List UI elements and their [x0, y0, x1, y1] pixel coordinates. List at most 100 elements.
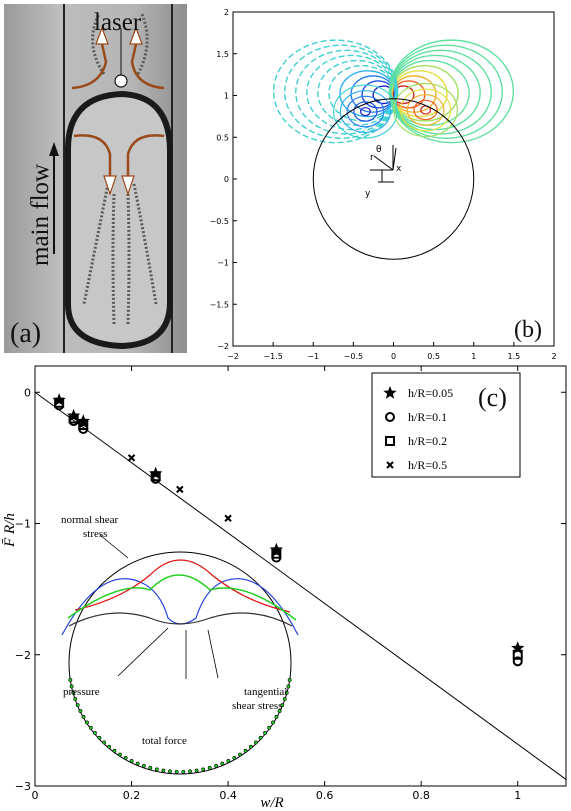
- c-xtick-label: 0.6: [316, 789, 334, 802]
- data-point-square: [512, 649, 523, 660]
- inset-marker: [267, 725, 272, 730]
- inset-marker: [243, 748, 248, 753]
- contour-inner-right: [399, 88, 452, 132]
- c-ytick-label: 0: [24, 386, 31, 399]
- plot-b-frame: [232, 11, 555, 347]
- annot-normal-2: stress: [83, 528, 107, 540]
- inset-marker: [188, 769, 192, 774]
- fit-line: [34, 391, 567, 780]
- arrow-heads: [95, 26, 143, 196]
- inset-marker: [97, 735, 102, 740]
- data-point-square: [68, 413, 79, 424]
- panel-c-label: (c): [478, 383, 507, 412]
- c-xtick-label: 0.2: [123, 789, 141, 802]
- legend-label: h/R=0.1: [408, 410, 447, 424]
- c-xtick-label: 0.4: [219, 789, 237, 802]
- inset-marker: [123, 755, 128, 760]
- inset-marker: [263, 731, 267, 735]
- laser-label: laser: [94, 9, 142, 36]
- annot-normal: normal shear: [61, 514, 118, 526]
- inset-marker: [85, 720, 89, 725]
- inset-marker: [181, 769, 186, 774]
- coord-y: y: [365, 189, 371, 199]
- inset-marker: [78, 709, 83, 713]
- contour-inner-left: [353, 101, 378, 122]
- annot-pressure: pressure: [63, 686, 100, 698]
- inset-marker: [88, 725, 93, 730]
- contour-inner-right: [393, 82, 458, 138]
- inset-marker: [154, 767, 159, 772]
- coord-theta: θ: [376, 145, 382, 155]
- flow-arrows: [71, 43, 165, 179]
- inset-marker: [274, 714, 279, 719]
- data-point-x: [224, 514, 232, 522]
- c-xtick-label: 1: [514, 789, 521, 802]
- b-xtick-label: −2: [227, 352, 239, 361]
- contour-inner-left: [339, 90, 392, 134]
- inset-marker: [75, 703, 80, 708]
- inset-marker: [280, 703, 285, 708]
- coord-r: r: [370, 153, 374, 163]
- inset-marker: [214, 763, 218, 768]
- legend: h/R=0.05 h/R=0.1 h/R=0.2 h/R=0.5: [383, 386, 453, 472]
- data-point-square: [78, 420, 89, 431]
- contour-left: [272, 39, 399, 144]
- b-ytick-label: 1: [224, 92, 229, 101]
- inset-marker: [194, 768, 199, 773]
- inset-marker: [81, 714, 86, 719]
- inset-marker: [201, 767, 206, 772]
- panel-c-scatter-plot: 0 0.2 0.4 0.6 0.8 10−1−2−3 h/R=0.05h/R=0.1h/R…: [2, 365, 567, 811]
- y-axis-label: F̄ R/h: [2, 513, 18, 548]
- b-ytick-label: −1.5: [210, 300, 229, 309]
- contour-inner-right: [406, 94, 445, 126]
- legend-marker-star: [383, 386, 397, 399]
- data-point-square: [271, 548, 282, 559]
- data-point-x: [127, 454, 136, 462]
- legend-marker-x: [386, 461, 394, 469]
- annot-total: total force: [142, 735, 187, 747]
- legend-label: h/R=0.5: [408, 458, 447, 472]
- b-xtick-label: 0.5: [427, 352, 440, 361]
- data-point-circle: [512, 656, 523, 667]
- data-point-star: [511, 641, 525, 654]
- inset-marker: [277, 709, 282, 713]
- c-ytick-label: −1: [15, 518, 31, 531]
- inset-marker: [112, 748, 117, 753]
- inset-marker: [107, 744, 112, 749]
- b-xtick-label: 2: [551, 352, 556, 361]
- contour-inner-left: [346, 95, 385, 128]
- contour-inner-left: [359, 106, 371, 117]
- c-xtick-label: 0.8: [412, 789, 430, 802]
- plot-b-ticks: −2 −1.5 −1 −0.5 0 0.5 1 1.5 2 2 1.5 1 0.5 0 −0.5 −1 −1.5…: [210, 8, 557, 361]
- legend-marker-circle: [385, 412, 395, 422]
- b-ytick-label: −2: [217, 342, 229, 351]
- annot-tangential-2: shear stress: [232, 700, 282, 712]
- droplet: [65, 90, 173, 350]
- inset-marker: [232, 755, 237, 760]
- c-ytick-label: −2: [15, 649, 31, 662]
- b-ytick-label: 1.5: [216, 50, 229, 59]
- plot-c-points: [52, 393, 525, 667]
- plot-b-contours: [272, 39, 515, 144]
- inset-marker: [271, 720, 275, 725]
- panel-a-label: (a): [10, 318, 41, 349]
- inset-marker: [220, 761, 225, 766]
- main-flow-label: main flow: [27, 164, 54, 266]
- inset-marker: [148, 765, 153, 770]
- inset-force-diagram: normal shear stress pressure tangential …: [61, 514, 299, 775]
- inset-marker: [68, 678, 73, 682]
- inset-marker: [207, 765, 212, 770]
- inset-marker: [258, 735, 263, 740]
- droplet-circle: [312, 98, 475, 260]
- c-ytick-label: −3: [15, 780, 31, 793]
- inset-marker: [287, 678, 292, 682]
- inset-marker: [226, 758, 231, 763]
- contour-inner-right: [413, 99, 438, 121]
- b-xtick-label: −1.5: [263, 352, 282, 361]
- inset-marker: [135, 761, 140, 766]
- panel-b-label: (b): [514, 317, 542, 343]
- inset-marker: [93, 731, 97, 735]
- inset-marker: [168, 769, 172, 774]
- inset-marker: [284, 690, 289, 695]
- inset-marker: [73, 697, 78, 701]
